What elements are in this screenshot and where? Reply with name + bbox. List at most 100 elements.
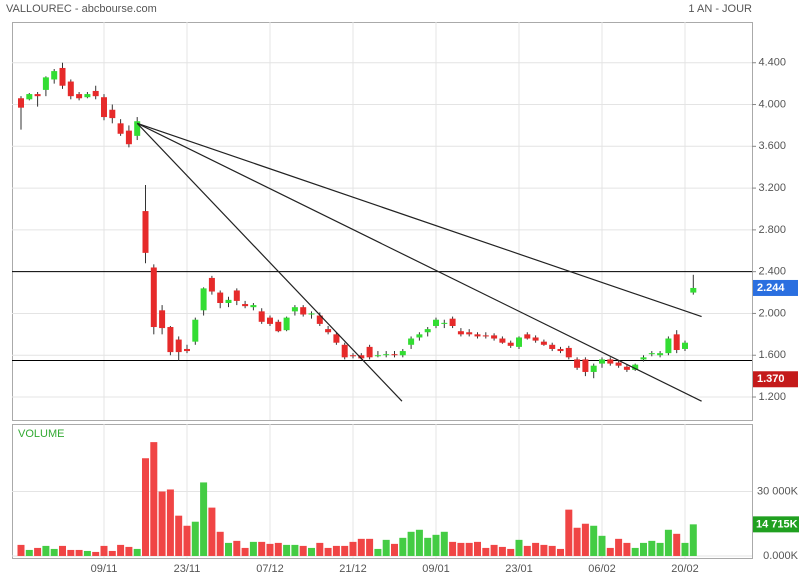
candle-body xyxy=(167,327,174,353)
candle-body xyxy=(217,292,224,304)
candle-body xyxy=(408,338,415,345)
trend-line xyxy=(137,122,702,318)
volume-bar xyxy=(150,442,158,556)
candle-body xyxy=(399,351,406,356)
x-tick-label: 07/12 xyxy=(256,563,284,575)
candle-body xyxy=(549,344,556,349)
volume-bar xyxy=(25,549,33,556)
volume-bar xyxy=(34,547,42,556)
candle-body xyxy=(42,77,49,90)
volume-bar xyxy=(266,543,274,556)
volume-bar xyxy=(482,547,490,556)
candle-body xyxy=(84,94,91,98)
volume-bar xyxy=(689,524,697,556)
candle-body xyxy=(341,344,348,358)
candle-body xyxy=(615,362,622,366)
volume-bar xyxy=(606,547,614,556)
volume-bar xyxy=(532,542,540,556)
volume-bar xyxy=(465,542,473,556)
candle-body xyxy=(383,354,390,356)
y-tick-label: 2.400 xyxy=(758,266,786,278)
volume-bar xyxy=(175,515,183,556)
volume-bar xyxy=(548,545,556,556)
candle-body xyxy=(150,267,157,328)
candle-body xyxy=(532,337,539,341)
candle-body xyxy=(416,334,423,338)
volume-bar xyxy=(673,533,681,556)
volume-bar xyxy=(623,542,631,556)
volume-bar xyxy=(357,538,365,556)
volume-bar xyxy=(498,546,506,556)
candle-body xyxy=(134,121,141,136)
chart-title: VALLOUREC - abcbourse.com xyxy=(6,3,157,15)
candle-body xyxy=(565,347,572,358)
candle-body xyxy=(391,354,398,356)
candle-body xyxy=(117,123,124,134)
volume-bar xyxy=(615,538,623,556)
volume-bar xyxy=(681,542,689,556)
volume-bar xyxy=(133,548,141,556)
candle-body xyxy=(466,332,473,335)
candle-body xyxy=(540,341,547,345)
candle-body xyxy=(283,317,290,331)
price-badge-label: 2.244 xyxy=(757,282,785,294)
chart-subtitle: 1 AN - JOUR xyxy=(688,3,752,15)
candle-body xyxy=(267,317,273,324)
candle-body xyxy=(233,290,240,301)
candle-body xyxy=(424,329,431,333)
trend-line xyxy=(136,122,403,402)
y2-tick-label: 30 000K xyxy=(757,485,799,497)
candle-body xyxy=(433,319,439,326)
candle-body xyxy=(59,67,66,86)
volume-bar xyxy=(474,541,481,556)
candle-body xyxy=(316,315,323,324)
candle-body xyxy=(374,355,381,357)
volume-bar xyxy=(540,544,548,556)
volume-bar xyxy=(208,507,216,556)
candle-body xyxy=(524,334,531,339)
volume-bar xyxy=(324,547,332,556)
x-tick-label: 20/02 xyxy=(671,563,699,575)
volume-bar xyxy=(308,547,315,556)
volume-bar xyxy=(573,527,581,556)
candle-body xyxy=(623,366,630,370)
candle-body xyxy=(557,348,564,352)
volume-bar xyxy=(565,509,573,556)
candle-body xyxy=(291,307,298,312)
volume-bar xyxy=(656,542,664,556)
volume-title: VOLUME xyxy=(18,428,64,440)
volume-bar xyxy=(664,529,672,556)
volume-bar xyxy=(225,542,232,556)
x-tick-label: 21/12 xyxy=(339,563,367,575)
y-tick-label: 4.000 xyxy=(758,98,786,110)
volume-bar xyxy=(67,549,75,556)
volume-bar xyxy=(183,525,191,556)
volume-bar xyxy=(399,537,407,556)
volume-bar xyxy=(274,542,282,556)
y-tick-label: 3.200 xyxy=(758,182,786,194)
volume-bar xyxy=(92,551,100,556)
candle-body xyxy=(250,305,257,308)
volume-bar xyxy=(648,540,656,556)
x-tick-label: 06/02 xyxy=(588,563,616,575)
candle-body xyxy=(242,304,249,307)
candle-body xyxy=(200,288,207,311)
volume-bar xyxy=(490,544,498,556)
candle-body xyxy=(175,339,182,353)
x-tick-label: 09/11 xyxy=(91,563,118,575)
y-tick-label: 1.200 xyxy=(758,391,786,403)
volume-bar xyxy=(349,541,357,556)
volume-bar xyxy=(191,521,199,556)
candle-body xyxy=(657,353,664,356)
candle-body xyxy=(184,348,190,352)
candle-body xyxy=(325,329,332,333)
candle-body xyxy=(275,321,282,332)
volume-bar xyxy=(17,544,25,556)
volume-bar xyxy=(449,541,457,556)
volume-bar xyxy=(200,482,208,556)
candle-body xyxy=(350,355,356,357)
volume-bar xyxy=(142,458,149,556)
candle-body xyxy=(482,335,489,337)
candle-body xyxy=(26,94,33,100)
volume-bar xyxy=(283,544,291,556)
